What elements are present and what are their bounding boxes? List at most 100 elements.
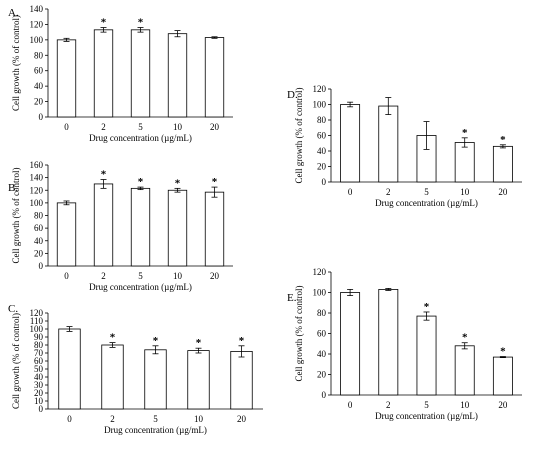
- panel-b: B. 0 20 40 60 80 100 120 140 160 0 * 2 * 5 * 10 * 20 Drug c…: [8, 160, 233, 292]
- x-tick-label: 10: [460, 187, 470, 197]
- y-tick-label: 80: [317, 115, 327, 125]
- significance-star: *: [212, 176, 218, 188]
- x-tick-label: 0: [64, 122, 69, 132]
- y-tick-label: 0: [39, 404, 44, 414]
- bar: [378, 289, 399, 396]
- y-tick-label: 60: [34, 223, 44, 233]
- y-tick-label: 40: [317, 349, 327, 359]
- x-axis-title: Drug concentration (µg/mL): [89, 282, 192, 292]
- y-tick-label: 60: [317, 329, 327, 339]
- panel-letter: A.: [8, 7, 19, 19]
- panel-a: A. 0 20 40 60 80 100 120 140 0 * 2 * 5 10 20 Drug concen…: [8, 4, 233, 143]
- significance-star: *: [500, 134, 506, 146]
- y-tick-label: 120: [313, 84, 327, 94]
- bar: [56, 202, 77, 267]
- y-tick-label: 120: [30, 19, 44, 29]
- bar: [492, 356, 513, 396]
- panel-letter: D.: [287, 89, 298, 101]
- x-axis-title: Drug concentration (µg/mL): [89, 133, 192, 143]
- x-tick-label: 10: [173, 271, 183, 281]
- y-tick-label: 0: [39, 261, 44, 271]
- y-tick-label: 80: [34, 211, 44, 221]
- x-axis-title: Drug concentration (µg/mL): [375, 411, 478, 421]
- x-tick-label: 2: [110, 414, 115, 424]
- x-tick-label: 0: [64, 271, 69, 281]
- significance-star: *: [424, 301, 430, 313]
- x-tick-label: 20: [210, 122, 220, 132]
- bar: [454, 142, 475, 183]
- y-tick-label: 100: [313, 100, 327, 110]
- y-tick-label: 80: [34, 50, 44, 60]
- y-tick-label: 90: [34, 332, 44, 342]
- y-tick-label: 140: [30, 173, 44, 183]
- bar: [101, 344, 124, 410]
- x-tick-label: 2: [386, 187, 391, 197]
- x-tick-label: 5: [138, 271, 143, 281]
- x-tick-label: 2: [386, 400, 391, 410]
- significance-star: *: [101, 17, 107, 29]
- y-tick-label: 60: [317, 131, 327, 141]
- panel-letter: C.: [8, 303, 18, 315]
- bar: [93, 29, 114, 118]
- x-tick-label: 20: [237, 414, 247, 424]
- bar: [454, 345, 475, 396]
- x-tick-label: 10: [460, 400, 470, 410]
- x-tick-label: 20: [498, 400, 508, 410]
- y-axis-title: Cell growth (% of control): [294, 286, 304, 382]
- bar: [378, 105, 399, 183]
- x-tick-label: 5: [153, 414, 158, 424]
- y-tick-label: 20: [34, 248, 44, 258]
- y-tick-label: 60: [34, 356, 44, 366]
- y-tick-label: 20: [34, 388, 44, 398]
- bar: [144, 349, 167, 410]
- significance-star: *: [101, 169, 107, 181]
- bar: [167, 189, 188, 267]
- bar: [58, 328, 81, 410]
- y-tick-label: 0: [39, 112, 44, 122]
- y-tick-label: 100: [30, 35, 44, 45]
- y-tick-label: 40: [34, 81, 44, 91]
- x-tick-label: 10: [194, 414, 204, 424]
- significance-star: *: [153, 335, 159, 347]
- x-tick-label: 2: [101, 271, 106, 281]
- y-tick-label: 120: [30, 185, 44, 195]
- bar: [93, 183, 114, 267]
- x-tick-label: 5: [424, 400, 429, 410]
- x-axis-title: Drug concentration (µg/mL): [104, 425, 207, 435]
- y-axis-title: Cell growth (% of control): [11, 15, 21, 111]
- y-tick-label: 20: [34, 97, 44, 107]
- significance-star: *: [138, 176, 144, 188]
- x-tick-label: 2: [101, 122, 106, 132]
- y-tick-label: 100: [313, 288, 327, 298]
- y-tick-label: 0: [322, 177, 327, 187]
- y-tick-label: 100: [30, 198, 44, 208]
- bar: [56, 39, 77, 118]
- y-tick-label: 0: [322, 390, 327, 400]
- bar: [204, 37, 225, 118]
- bar: [187, 350, 210, 410]
- x-tick-label: 0: [348, 187, 353, 197]
- y-tick-label: 20: [317, 162, 327, 172]
- x-tick-label: 0: [67, 414, 72, 424]
- bar: [204, 191, 225, 267]
- panel-d: D. 0 20 40 60 80 100 120 0 2 5 * 10 * 20 Drug concentra…: [287, 84, 522, 208]
- significance-star: *: [175, 177, 181, 189]
- bar: [167, 33, 188, 118]
- panel-letter: E.: [287, 292, 297, 304]
- x-tick-label: 20: [498, 187, 508, 197]
- y-tick-label: 140: [30, 4, 44, 14]
- y-tick-label: 160: [30, 160, 44, 170]
- y-tick-label: 40: [317, 146, 327, 156]
- panel-e: E. 0 20 40 60 80 100 120 0 2 * 5 * 10 * 20 Drug concentr…: [287, 267, 522, 421]
- bar: [130, 187, 151, 267]
- y-tick-label: 80: [317, 308, 327, 318]
- bar: [340, 292, 361, 396]
- x-tick-label: 5: [424, 187, 429, 197]
- significance-star: *: [462, 332, 468, 344]
- bar: [416, 315, 437, 396]
- y-axis-title: Cell growth (% of control): [11, 168, 21, 264]
- significance-star: *: [138, 17, 144, 29]
- y-axis-title: Cell growth (% of control): [294, 88, 304, 184]
- significance-star: *: [110, 332, 116, 344]
